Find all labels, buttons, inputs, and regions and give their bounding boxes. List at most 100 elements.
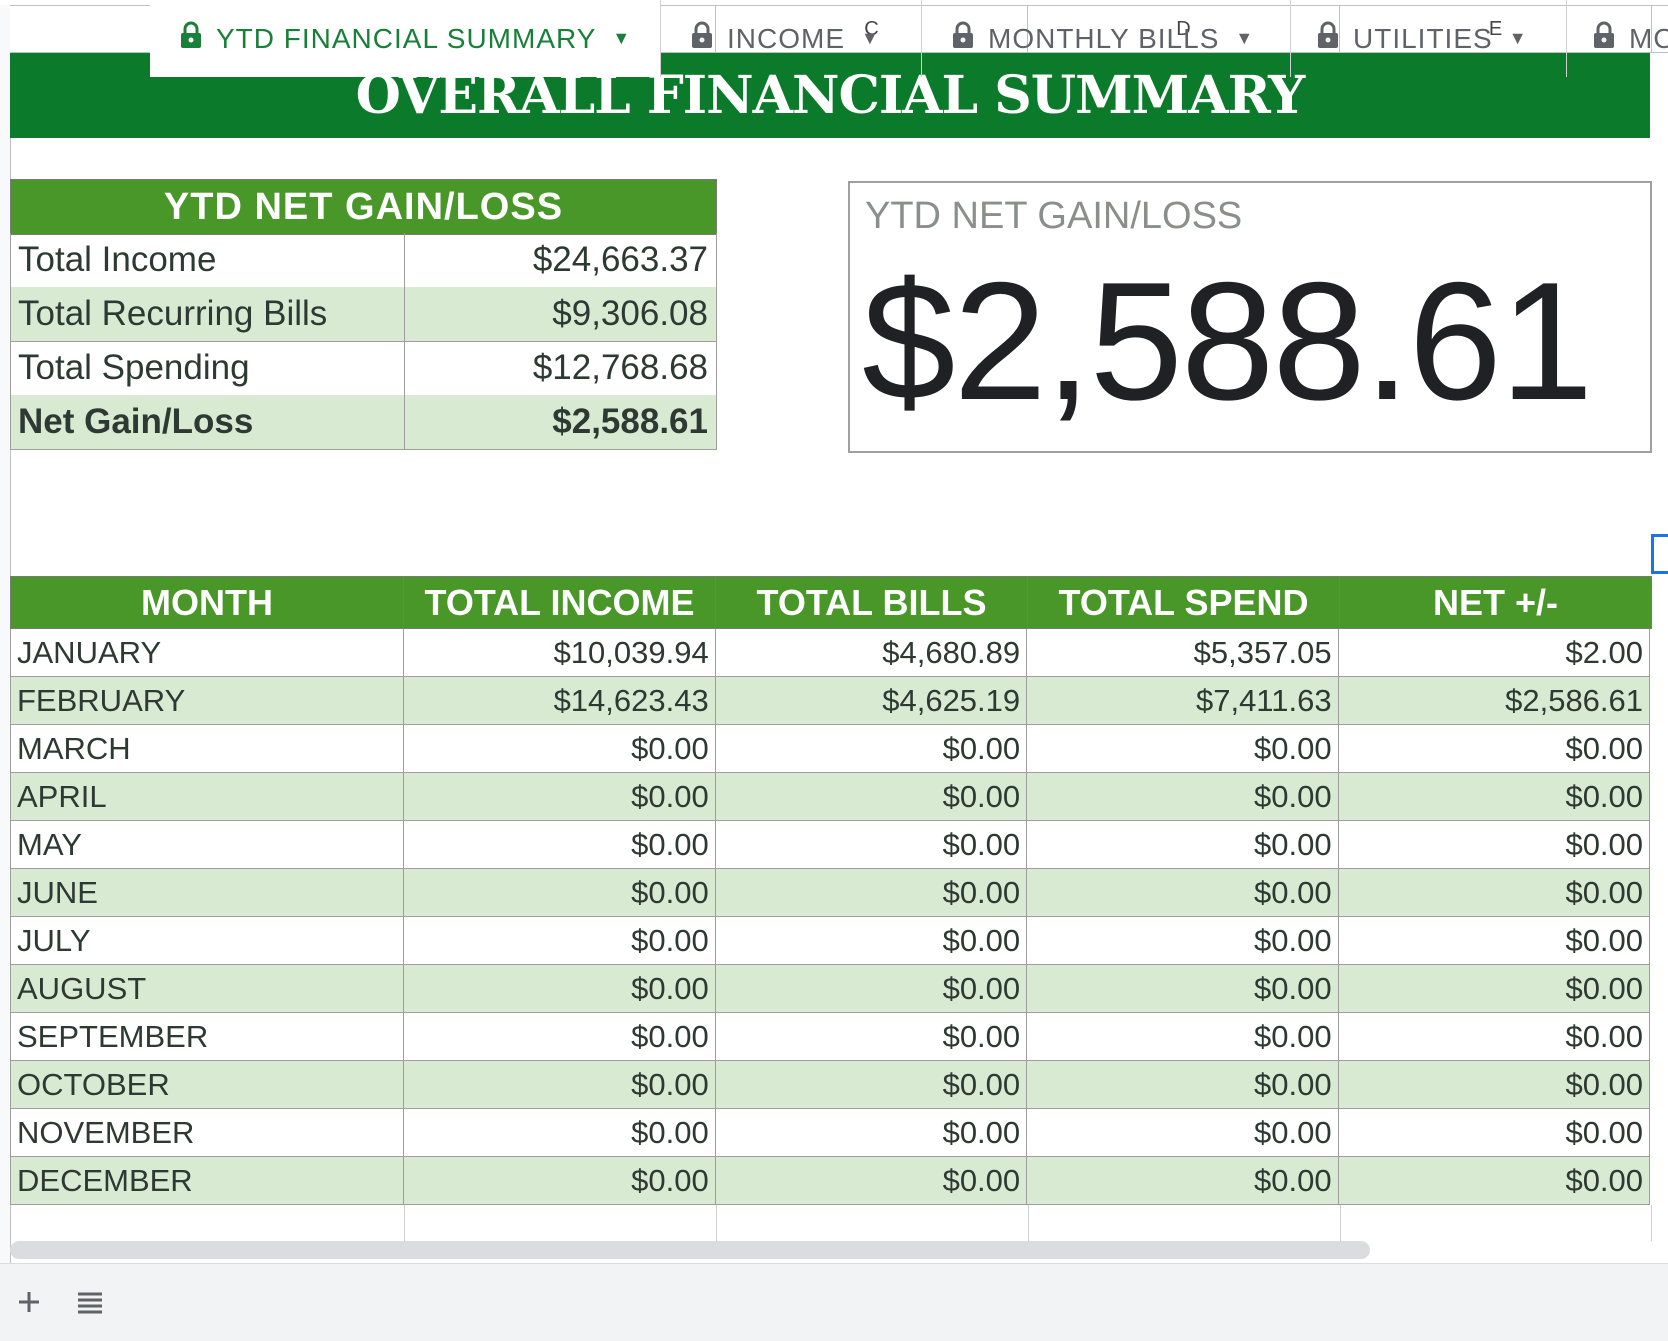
bills-cell[interactable]: $0.00 — [716, 821, 1028, 868]
month-cell[interactable]: OCTOBER — [11, 1061, 405, 1108]
income-cell[interactable]: $0.00 — [404, 773, 716, 820]
table-row[interactable]: MAY $0.00 $0.00 $0.00 $0.00 — [10, 821, 1651, 869]
table-row[interactable]: MARCH $0.00 $0.00 $0.00 $0.00 — [10, 725, 1651, 773]
table-row[interactable]: AUGUST $0.00 $0.00 $0.00 $0.00 — [10, 965, 1651, 1013]
bills-cell[interactable]: $0.00 — [716, 965, 1028, 1012]
spend-column-header[interactable]: TOTAL SPEND — [1028, 576, 1340, 629]
month-cell[interactable]: JANUARY — [11, 629, 405, 676]
table-row[interactable]: OCTOBER $0.00 $0.00 $0.00 $0.00 — [10, 1061, 1651, 1109]
net-cell[interactable]: $0.00 — [1339, 1157, 1651, 1204]
spend-cell[interactable]: $0.00 — [1027, 1157, 1339, 1204]
month-column-header[interactable]: MONTH — [10, 576, 404, 629]
summary-row-net-gain-loss[interactable]: Net Gain/Loss $2,588.61 — [10, 395, 717, 450]
net-cell[interactable]: $0.00 — [1339, 869, 1651, 916]
horizontal-scrollbar[interactable] — [10, 1241, 1370, 1259]
table-row[interactable]: DECEMBER $0.00 $0.00 $0.00 $0.00 — [10, 1157, 1651, 1205]
tab-utilities[interactable]: UTILITIES ▼ — [1291, 0, 1566, 77]
net-cell[interactable]: $0.00 — [1339, 773, 1651, 820]
income-cell[interactable]: $10,039.94 — [404, 629, 716, 676]
income-cell[interactable]: $0.00 — [404, 917, 716, 964]
bills-cell[interactable]: $0.00 — [716, 725, 1028, 772]
spend-cell[interactable]: $7,411.63 — [1027, 677, 1339, 724]
summary-row-total-spending[interactable]: Total Spending $12,768.68 — [10, 341, 717, 396]
tab-mo-truncated[interactable]: MO — [1567, 0, 1668, 77]
month-cell[interactable]: DECEMBER — [11, 1157, 405, 1204]
spend-cell[interactable]: $0.00 — [1027, 1013, 1339, 1060]
month-cell[interactable]: FEBRUARY — [11, 677, 405, 724]
spend-cell[interactable]: $0.00 — [1027, 725, 1339, 772]
month-cell[interactable]: AUGUST — [11, 965, 405, 1012]
income-cell[interactable]: $0.00 — [404, 1157, 716, 1204]
net-cell[interactable]: $2.00 — [1339, 629, 1651, 676]
summary-value[interactable]: $12,768.68 — [532, 348, 708, 387]
income-cell[interactable]: $0.00 — [404, 869, 716, 916]
chevron-down-icon[interactable]: ▼ — [1508, 28, 1528, 48]
net-cell[interactable]: $2,586.61 — [1339, 677, 1651, 724]
income-cell[interactable]: $0.00 — [404, 965, 716, 1012]
spend-cell[interactable]: $0.00 — [1027, 1061, 1339, 1108]
month-cell[interactable]: JULY — [11, 917, 405, 964]
bills-cell[interactable]: $0.00 — [716, 1013, 1028, 1060]
table-row[interactable]: JANUARY $10,039.94 $4,680.89 $5,357.05 $2.00 — [10, 629, 1651, 677]
net-cell[interactable]: $0.00 — [1339, 821, 1651, 868]
net-cell[interactable]: $0.00 — [1339, 917, 1651, 964]
summary-value[interactable]: $24,663.37 — [532, 240, 708, 279]
table-row[interactable]: JUNE $0.00 $0.00 $0.00 $0.00 — [10, 869, 1651, 917]
chevron-down-icon[interactable]: ▼ — [861, 28, 880, 48]
bills-cell[interactable]: $0.00 — [716, 773, 1028, 820]
bills-column-header[interactable]: TOTAL BILLS — [716, 576, 1028, 629]
summary-label[interactable]: Total Recurring Bills — [11, 287, 405, 341]
month-cell[interactable]: JUNE — [11, 869, 405, 916]
month-cell[interactable]: NOVEMBER — [11, 1109, 405, 1156]
income-cell[interactable]: $0.00 — [404, 1109, 716, 1156]
summary-value[interactable]: $2,588.61 — [552, 402, 708, 441]
bills-cell[interactable]: $0.00 — [716, 1157, 1028, 1204]
summary-label[interactable]: Total Spending — [11, 341, 405, 395]
month-cell[interactable]: MARCH — [11, 725, 405, 772]
menu-icon[interactable] — [76, 1263, 104, 1340]
table-row[interactable]: SEPTEMBER $0.00 $0.00 $0.00 $0.00 — [10, 1013, 1651, 1061]
bills-cell[interactable]: $4,625.19 — [716, 677, 1028, 724]
bills-cell[interactable]: $0.00 — [716, 1061, 1028, 1108]
spend-cell[interactable]: $0.00 — [1027, 1109, 1339, 1156]
net-cell[interactable]: $0.00 — [1339, 1109, 1651, 1156]
income-cell[interactable]: $0.00 — [404, 1061, 716, 1108]
summary-value[interactable]: $9,306.08 — [552, 294, 708, 333]
bills-cell[interactable]: $0.00 — [716, 917, 1028, 964]
tab-monthly-bills[interactable]: MONTHLY BILLS ▼ — [922, 0, 1290, 77]
summary-row-recurring-bills[interactable]: Total Recurring Bills $9,306.08 — [10, 287, 717, 342]
chevron-down-icon[interactable]: ▼ — [612, 28, 632, 48]
spend-cell[interactable]: $0.00 — [1027, 965, 1339, 1012]
table-row[interactable]: FEBRUARY $14,623.43 $4,625.19 $7,411.63 $2,5… — [10, 677, 1651, 725]
income-cell[interactable]: $0.00 — [404, 1013, 716, 1060]
spend-cell[interactable]: $5,357.05 — [1027, 629, 1339, 676]
table-row[interactable]: JULY $0.00 $0.00 $0.00 $0.00 — [10, 917, 1651, 965]
table-row[interactable]: NOVEMBER $0.00 $0.00 $0.00 $0.00 — [10, 1109, 1651, 1157]
income-cell[interactable]: $0.00 — [404, 725, 716, 772]
scorecard-chart[interactable]: YTD NET GAIN/LOSS $2,588.61 — [848, 181, 1652, 453]
month-cell[interactable]: MAY — [11, 821, 405, 868]
plus-icon[interactable] — [16, 1263, 42, 1340]
net-cell[interactable]: $0.00 — [1339, 965, 1651, 1012]
spend-cell[interactable]: $0.00 — [1027, 821, 1339, 868]
income-cell[interactable]: $14,623.43 — [404, 677, 716, 724]
table-row[interactable]: APRIL $0.00 $0.00 $0.00 $0.00 — [10, 773, 1651, 821]
spend-cell[interactable]: $0.00 — [1027, 917, 1339, 964]
income-cell[interactable]: $0.00 — [404, 821, 716, 868]
spend-cell[interactable]: $0.00 — [1027, 773, 1339, 820]
column-header-d[interactable]: D — [1028, 5, 1340, 53]
summary-row-total-income[interactable]: Total Income $24,663.37 — [10, 233, 717, 288]
bills-cell[interactable]: $4,680.89 — [716, 629, 1028, 676]
summary-label[interactable]: Total Income — [11, 233, 405, 287]
spend-cell[interactable]: $0.00 — [1027, 869, 1339, 916]
income-column-header[interactable]: TOTAL INCOME — [404, 576, 716, 629]
net-column-header[interactable]: NET +/- — [1340, 576, 1652, 629]
tab-ytd-financial-summary[interactable]: YTD FINANCIAL SUMMARY ▼ — [150, 0, 660, 77]
summary-header-cell[interactable]: YTD NET GAIN/LOSS — [10, 179, 717, 235]
net-cell[interactable]: $0.00 — [1339, 1061, 1651, 1108]
month-cell[interactable]: APRIL — [11, 773, 405, 820]
net-cell[interactable]: $0.00 — [1339, 1013, 1651, 1060]
net-cell[interactable]: $0.00 — [1339, 725, 1651, 772]
month-cell[interactable]: SEPTEMBER — [11, 1013, 405, 1060]
tab-income[interactable]: INCOME ▼ — [661, 0, 921, 77]
